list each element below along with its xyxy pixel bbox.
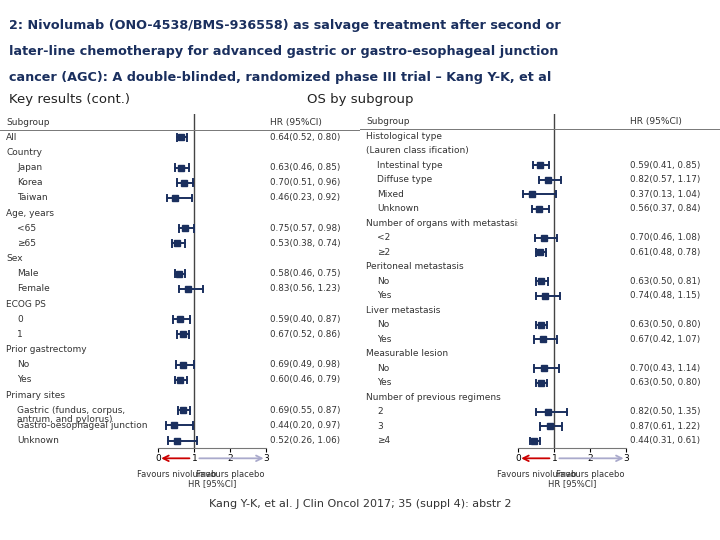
Text: Taiwan: Taiwan <box>17 193 48 202</box>
Text: Peritoneal metastasis: Peritoneal metastasis <box>366 262 464 271</box>
Text: HR [95%CI]: HR [95%CI] <box>548 479 597 488</box>
Text: Intestinal type: Intestinal type <box>377 161 443 170</box>
Text: No: No <box>377 277 390 286</box>
Text: 0.59(0.40, 0.87): 0.59(0.40, 0.87) <box>270 315 341 324</box>
Text: Sex: Sex <box>6 254 23 263</box>
Text: Favours placebo: Favours placebo <box>196 470 265 479</box>
Text: HR (95%CI): HR (95%CI) <box>630 117 682 126</box>
Text: 0.63(0.50, 0.81): 0.63(0.50, 0.81) <box>630 277 701 286</box>
Text: 0.75(0.57, 0.98): 0.75(0.57, 0.98) <box>270 224 341 233</box>
Text: 1: 1 <box>17 330 23 339</box>
Text: No: No <box>377 320 390 329</box>
Text: 0.37(0.13, 1.04): 0.37(0.13, 1.04) <box>630 190 701 199</box>
Text: No: No <box>17 360 30 369</box>
Text: Primary sites: Primary sites <box>6 390 66 400</box>
Text: 0.63(0.50, 0.80): 0.63(0.50, 0.80) <box>630 320 701 329</box>
Text: <65: <65 <box>17 224 37 233</box>
Text: 0.61(0.48, 0.78): 0.61(0.48, 0.78) <box>630 248 701 257</box>
Text: 0.59(0.41, 0.85): 0.59(0.41, 0.85) <box>630 161 701 170</box>
Text: Subgroup: Subgroup <box>366 117 410 126</box>
Text: 0.53(0.38, 0.74): 0.53(0.38, 0.74) <box>270 239 341 248</box>
Text: Key results (cont.): Key results (cont.) <box>9 92 130 105</box>
Text: 0.82(0.50, 1.35): 0.82(0.50, 1.35) <box>630 407 701 416</box>
Text: Age, years: Age, years <box>6 208 54 218</box>
Text: 0.74(0.48, 1.15): 0.74(0.48, 1.15) <box>630 292 701 300</box>
Text: ECOG PS: ECOG PS <box>6 300 46 308</box>
Text: Number of previous regimens: Number of previous regimens <box>366 393 501 402</box>
Text: 0.70(0.46, 1.08): 0.70(0.46, 1.08) <box>630 233 701 242</box>
Text: 0.64(0.52, 0.80): 0.64(0.52, 0.80) <box>270 133 341 141</box>
Text: 0.69(0.49, 0.98): 0.69(0.49, 0.98) <box>270 360 341 369</box>
Text: Prior gastrectomy: Prior gastrectomy <box>6 345 87 354</box>
Text: 0.83(0.56, 1.23): 0.83(0.56, 1.23) <box>270 285 341 293</box>
Text: Number of organs with metastasis: Number of organs with metastasis <box>366 219 522 228</box>
Text: 0.44(0.31, 0.61): 0.44(0.31, 0.61) <box>630 436 701 446</box>
Text: antrum, and pylorus): antrum, and pylorus) <box>17 415 113 424</box>
Text: Kang Y-K, et al. J Clin Oncol 2017; 35 (suppl 4): abstr 2: Kang Y-K, et al. J Clin Oncol 2017; 35 (… <box>209 498 511 509</box>
Text: OS by subgroup: OS by subgroup <box>307 92 413 105</box>
Text: HR [95%CI]: HR [95%CI] <box>188 479 237 488</box>
Text: 0.70(0.51, 0.96): 0.70(0.51, 0.96) <box>270 178 341 187</box>
Text: Male: Male <box>17 269 39 278</box>
Text: Favours nivolumab: Favours nivolumab <box>497 470 576 479</box>
Text: 0.67(0.42, 1.07): 0.67(0.42, 1.07) <box>630 335 701 344</box>
Text: Gastro-oesophageal junction: Gastro-oesophageal junction <box>17 421 148 430</box>
Text: 0: 0 <box>17 315 23 324</box>
Text: Korea: Korea <box>17 178 43 187</box>
Text: (Lauren class ification): (Lauren class ification) <box>366 146 469 156</box>
Text: 0.82(0.57, 1.17): 0.82(0.57, 1.17) <box>630 176 701 184</box>
Text: <2: <2 <box>377 233 391 242</box>
Text: Gastric (fundus, corpus,: Gastric (fundus, corpus, <box>17 406 125 415</box>
Text: later-line chemotherapy for advanced gastric or gastro-esophageal junction: later-line chemotherapy for advanced gas… <box>9 45 559 58</box>
Text: Favours nivolumab: Favours nivolumab <box>137 470 216 479</box>
Text: 0.87(0.61, 1.22): 0.87(0.61, 1.22) <box>630 422 701 431</box>
Text: 0.63(0.50, 0.80): 0.63(0.50, 0.80) <box>630 379 701 387</box>
Text: Japan: Japan <box>17 163 42 172</box>
Text: Measurable lesion: Measurable lesion <box>366 349 449 359</box>
Text: Yes: Yes <box>377 292 392 300</box>
Text: 3: 3 <box>377 422 383 431</box>
Text: Yes: Yes <box>377 335 392 344</box>
Text: Subgroup: Subgroup <box>6 118 50 126</box>
Text: 0.46(0.23, 0.92): 0.46(0.23, 0.92) <box>270 193 341 202</box>
Text: 0.70(0.43, 1.14): 0.70(0.43, 1.14) <box>630 364 701 373</box>
Text: 0.69(0.55, 0.87): 0.69(0.55, 0.87) <box>270 406 341 415</box>
Text: 0.52(0.26, 1.06): 0.52(0.26, 1.06) <box>270 436 341 445</box>
Text: 0.67(0.52, 0.86): 0.67(0.52, 0.86) <box>270 330 341 339</box>
Text: HR (95%CI): HR (95%CI) <box>270 118 322 126</box>
Text: No: No <box>377 364 390 373</box>
Text: 0.60(0.46, 0.79): 0.60(0.46, 0.79) <box>270 375 341 384</box>
Text: Mixed: Mixed <box>377 190 405 199</box>
Text: 0.63(0.46, 0.85): 0.63(0.46, 0.85) <box>270 163 341 172</box>
Text: All: All <box>6 133 18 141</box>
Text: Unknown: Unknown <box>17 436 59 445</box>
Text: 2: 2 <box>377 407 383 416</box>
Text: ≥4: ≥4 <box>377 436 390 446</box>
Text: cancer (AGC): A double-blinded, randomized phase III trial – Kang Y-K, et al: cancer (AGC): A double-blinded, randomiz… <box>9 71 552 84</box>
Text: 0.58(0.46, 0.75): 0.58(0.46, 0.75) <box>270 269 341 278</box>
Text: Country: Country <box>6 148 42 157</box>
Text: Diffuse type: Diffuse type <box>377 176 433 184</box>
Text: ≥2: ≥2 <box>377 248 390 257</box>
Text: Yes: Yes <box>377 379 392 387</box>
Text: ≥65: ≥65 <box>17 239 37 248</box>
Text: Favours placebo: Favours placebo <box>556 470 625 479</box>
Text: Female: Female <box>17 285 50 293</box>
Text: 2: Nivolumab (ONO-4538/BMS-936558) as salvage treatment after second or: 2: Nivolumab (ONO-4538/BMS-936558) as sa… <box>9 19 561 32</box>
Text: 0.56(0.37, 0.84): 0.56(0.37, 0.84) <box>630 204 701 213</box>
Text: 0.44(0.20, 0.97): 0.44(0.20, 0.97) <box>270 421 341 430</box>
Text: Histological type: Histological type <box>366 132 442 141</box>
Text: Liver metastasis: Liver metastasis <box>366 306 441 315</box>
Text: Yes: Yes <box>17 375 32 384</box>
Text: Unknown: Unknown <box>377 204 419 213</box>
